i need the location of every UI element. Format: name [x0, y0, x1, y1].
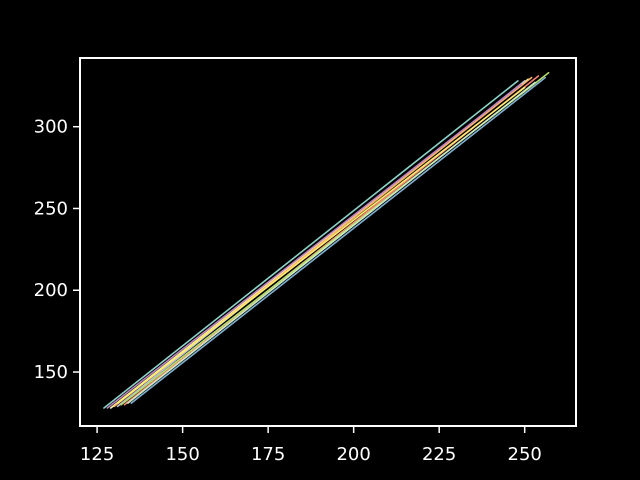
- series-line-8: [106, 83, 523, 409]
- x-tick-label: 125: [80, 444, 114, 465]
- x-tick-label: 150: [165, 444, 199, 465]
- plot-frame: [79, 57, 577, 427]
- series-layer: [103, 71, 550, 409]
- y-tick-label: 250: [34, 198, 68, 219]
- x-axis: 125 150 175 200 225 250: [80, 426, 542, 465]
- y-tick-label: 200: [34, 280, 68, 301]
- y-tick-label: 300: [34, 117, 68, 138]
- x-tick-label: 250: [508, 444, 542, 465]
- series-line-5: [130, 76, 547, 404]
- x-tick-label: 200: [336, 444, 370, 465]
- x-tick-label: 175: [251, 444, 285, 465]
- series-line-9: [127, 81, 536, 404]
- y-tick-label: 150: [34, 362, 68, 383]
- x-tick-label: 225: [422, 444, 456, 465]
- series-line-1: [103, 80, 519, 409]
- y-axis: 150 200 250 300: [34, 117, 80, 383]
- series-line-10: [116, 86, 526, 404]
